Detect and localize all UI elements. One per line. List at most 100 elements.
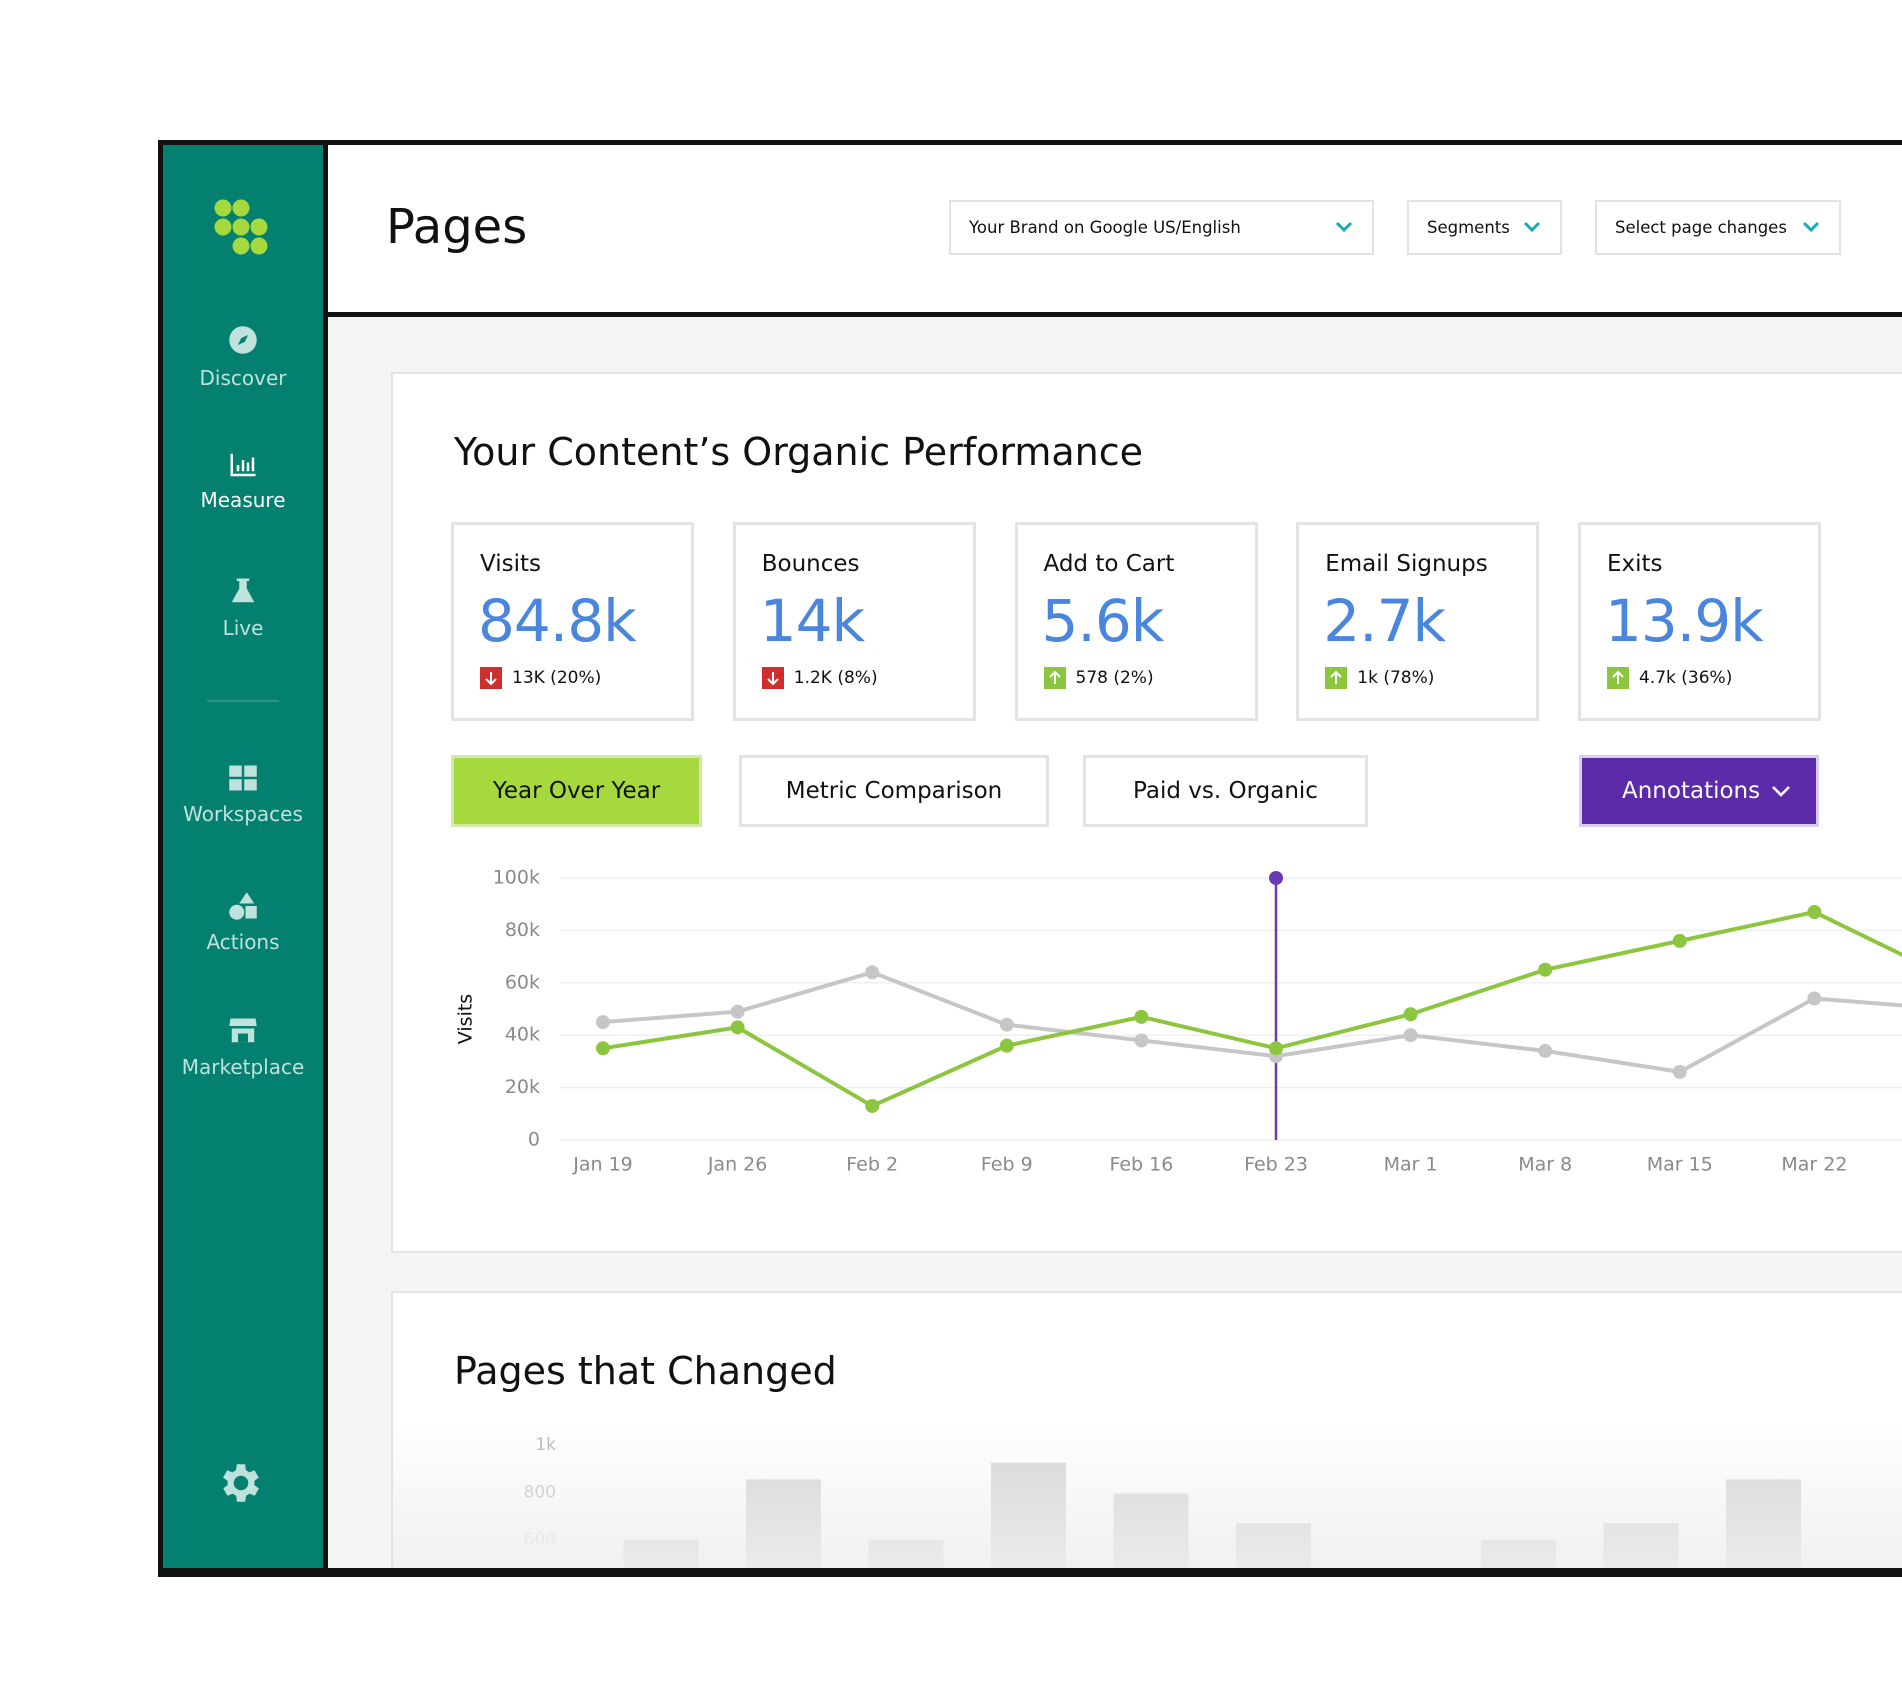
change-icon: [761, 667, 784, 689]
change-icon: [1607, 667, 1629, 689]
nav-label[interactable]: Marketplace: [181, 1055, 305, 1079]
page-title: Pages: [386, 199, 528, 255]
dropdown[interactable]: Select page changes: [1595, 200, 1841, 255]
x-tick-label: Mar 1: [1384, 1154, 1438, 1176]
metric-change: 1.2K (8%): [793, 668, 878, 688]
x-tick-label: Feb 2: [846, 1154, 898, 1176]
y-tick-label: 0: [528, 1129, 540, 1151]
chevron: [1335, 221, 1353, 233]
data-point: [865, 1098, 880, 1113]
metric-value: 14k: [759, 587, 865, 655]
metric-label: Visits: [480, 551, 541, 577]
data-point: [1403, 1007, 1418, 1022]
app-inner: Pages Your Content’s Organic Performance…: [163, 145, 1902, 1568]
metric-card: Visits 84.8k 13K (20%): [451, 522, 694, 721]
x-tick-label: Feb 9: [981, 1154, 1033, 1176]
x-tick-label: Mar 8: [1518, 1154, 1572, 1176]
logo[interactable]: [213, 198, 275, 260]
nav-icon: [230, 453, 256, 477]
fade-overlay: [393, 1420, 1902, 1568]
data-point: [1672, 933, 1687, 948]
y-tick-label: 80k: [505, 919, 540, 941]
data-point: [730, 1020, 745, 1035]
metric-card: Exits 13.9k 4.7k (36%): [1578, 522, 1821, 721]
data-point: [999, 1038, 1014, 1053]
dropdown[interactable]: Segments: [1407, 200, 1562, 255]
nav-icon: [229, 892, 257, 920]
data-point: [1807, 905, 1822, 920]
y-tick-label: 100k: [493, 867, 540, 889]
change-icon: [480, 667, 502, 689]
metric-value: 13.9k: [1605, 587, 1764, 655]
nav-label[interactable]: Measure: [200, 488, 286, 512]
section-title: Pages that Changed: [454, 1349, 837, 1393]
metric-label: Exits: [1607, 551, 1663, 577]
data-point: [596, 1041, 610, 1056]
metric-label: Add to Cart: [1043, 551, 1175, 577]
data-point: [596, 1015, 610, 1030]
tab[interactable]: Year Over Year: [451, 755, 702, 827]
x-tick-label: Mar 22: [1781, 1154, 1847, 1176]
y-tick-label: 40k: [505, 1024, 540, 1046]
nav-separator: [207, 700, 279, 702]
x-tick-label: Mar 15: [1647, 1154, 1713, 1176]
data-point: [1538, 962, 1553, 977]
metric-value: 2.7k: [1323, 587, 1446, 655]
metric-change: 13K (20%): [512, 668, 602, 688]
tab-label: Metric Comparison: [785, 778, 1003, 804]
metric-value: 84.8k: [478, 587, 637, 655]
metric-card: Bounces 14k 1.2K (8%): [732, 522, 976, 721]
data-point: [1538, 1043, 1553, 1058]
chevron: [1772, 786, 1790, 797]
nav-icon: [231, 578, 255, 603]
nav-label[interactable]: Discover: [199, 366, 287, 390]
series-line: [602, 910, 1902, 1108]
tab-label: Year Over Year: [492, 778, 661, 804]
metric-value: 5.6k: [1041, 587, 1165, 655]
metric-change: 4.7k (36%): [1639, 668, 1733, 688]
y-axis-label: Visits: [455, 994, 477, 1044]
metric-label: Bounces: [761, 551, 860, 577]
chevron: [1523, 221, 1541, 233]
tab-label: Paid vs. Organic: [1133, 778, 1318, 804]
section-title: Your Content’s Organic Performance: [454, 430, 1143, 474]
metric-card: Add to Cart 5.6k 578 (2%): [1014, 522, 1258, 721]
data-point: [999, 1017, 1014, 1032]
tab[interactable]: Paid vs. Organic: [1083, 755, 1368, 827]
dropdown[interactable]: Your Brand on Google US/English: [949, 200, 1374, 255]
data-point: [1672, 1064, 1687, 1079]
data-point: [1134, 1033, 1149, 1048]
x-tick-label: Feb 16: [1109, 1154, 1173, 1176]
button-label: Annotations: [1622, 778, 1761, 804]
x-tick-label: Feb 23: [1244, 1154, 1308, 1176]
nav-icon: [229, 1018, 257, 1043]
sidebar: [163, 145, 323, 1568]
metric-card: Email Signups 2.7k 1k (78%): [1296, 522, 1540, 721]
nav-label[interactable]: Actions: [206, 930, 280, 954]
metric-change: 1k (78%): [1357, 668, 1435, 688]
sidebar-divider: [323, 145, 328, 1568]
change-icon: [1043, 667, 1066, 689]
series-line: [602, 970, 1902, 1074]
data-point: [1269, 1041, 1283, 1056]
app-frame: Pages Your Content’s Organic Performance…: [158, 140, 1902, 1577]
settings-icon[interactable]: [216, 1458, 266, 1508]
chevron: [1802, 221, 1820, 233]
nav-label[interactable]: Workspaces: [183, 802, 303, 826]
charts: 0 20k 40k 60k 80k 100k Visits Jan 19 Jan 26 Feb 2…: [455, 867, 1902, 1568]
data-point: [1807, 991, 1822, 1006]
data-point: [865, 965, 880, 980]
y-tick-label: 20k: [505, 1076, 540, 1098]
x-tick-label: Jan 26: [707, 1154, 768, 1176]
annotations-button[interactable]: Annotations: [1579, 755, 1819, 827]
nav-label[interactable]: Live: [222, 616, 264, 640]
dropdown-label: Select page changes: [1615, 218, 1787, 237]
tab[interactable]: Metric Comparison: [739, 755, 1049, 827]
metric-label: Email Signups: [1325, 551, 1488, 577]
dropdown-label: Your Brand on Google US/English: [969, 218, 1241, 237]
nav-icon: [229, 326, 257, 354]
change-icon: [1325, 667, 1348, 689]
header-border: [328, 312, 1902, 317]
data-point: [1134, 1009, 1149, 1024]
